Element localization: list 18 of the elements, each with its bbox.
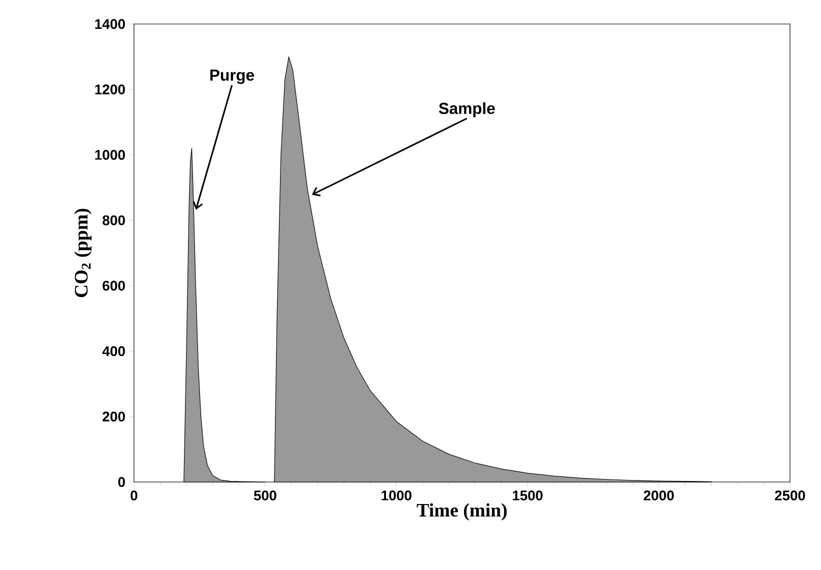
y-tick-label: 0 <box>118 477 125 487</box>
x-axis-title: Time (min) <box>416 503 507 520</box>
y-axis-title: CO$_{2}$ (ppm) <box>74 208 92 298</box>
x-tick-label: 1000 <box>382 490 412 500</box>
annotation: Sample <box>438 102 495 118</box>
annotation: Purge <box>210 70 254 84</box>
x-tick-label: 2500 <box>774 490 806 500</box>
x-tick-label: 500 <box>254 490 276 500</box>
y-tick-label: 1000 <box>95 150 125 160</box>
y-tick-label: 400 <box>102 346 125 356</box>
y-tick-label: 600 <box>102 280 125 291</box>
y-tick-label: 200 <box>102 412 125 422</box>
x-tick-label: 1500 <box>512 490 543 500</box>
x-tick-label: 2000 <box>644 490 674 500</box>
y-tick-label: 1200 <box>95 84 125 94</box>
y-tick-label: 1400 <box>95 19 125 29</box>
x-tick-label: 0 <box>130 490 138 500</box>
y-tick-label: 800 <box>102 215 125 226</box>
